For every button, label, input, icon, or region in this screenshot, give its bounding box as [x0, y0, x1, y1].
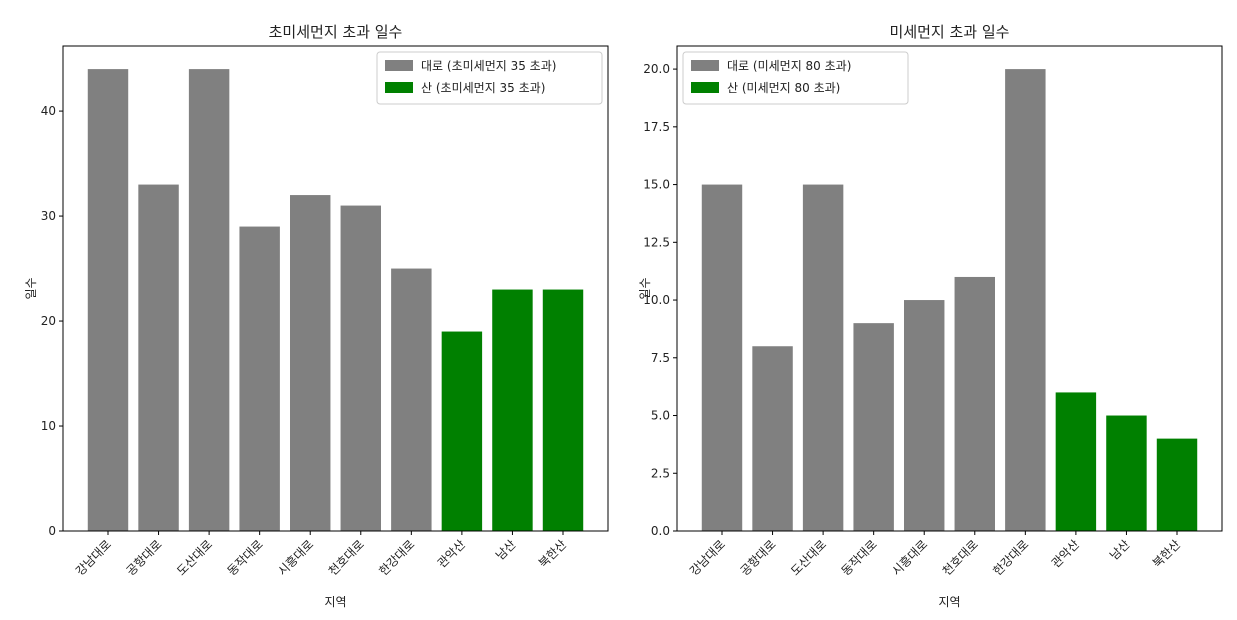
x-tick-label: 공항대로 — [124, 537, 165, 578]
bar — [188, 69, 230, 531]
x-tick-label: 관악산 — [435, 537, 468, 570]
bar — [1005, 69, 1046, 531]
legend-swatch — [691, 60, 719, 71]
bar — [701, 184, 743, 532]
x-tick-label: 공항대로 — [738, 537, 779, 578]
x-tick-label: 천호대로 — [325, 537, 367, 579]
y-tick-label: 5.0 — [651, 409, 670, 423]
bar — [954, 276, 996, 531]
bar — [87, 69, 129, 531]
y-tick-label: 30 — [41, 209, 56, 223]
bar — [1106, 415, 1147, 531]
bar — [239, 226, 280, 531]
x-tick-label: 남산 — [1107, 537, 1133, 563]
y-tick-label: 10 — [41, 419, 56, 433]
x-tick-label: 남산 — [493, 537, 519, 563]
x-tick-label: 북한산 — [536, 537, 569, 570]
x-axis-label: 지역 — [938, 595, 960, 609]
x-tick-label: 도산대로 — [174, 537, 215, 578]
bar — [492, 289, 533, 531]
y-tick-label: 0.0 — [651, 524, 670, 538]
x-tick-label: 한강대로 — [990, 537, 1031, 578]
bar — [853, 323, 894, 531]
axes-frame — [62, 45, 609, 532]
x-tick-label: 강남대로 — [73, 537, 114, 578]
y-tick-label: 40 — [41, 104, 56, 118]
legend-frame — [376, 51, 603, 105]
legend-label: 산 (미세먼지 80 초과) — [727, 81, 840, 95]
y-tick-label: 12.5 — [643, 235, 670, 249]
y-axis-label: 일수 — [24, 277, 38, 299]
x-tick-label: 강남대로 — [687, 537, 728, 578]
axes-frame — [676, 45, 1223, 532]
x-tick-label: 북한산 — [1150, 537, 1183, 570]
y-tick-label: 17.5 — [643, 120, 670, 134]
y-tick-label: 15.0 — [643, 178, 670, 192]
x-tick-label: 시흥대로 — [275, 537, 316, 578]
y-tick-label: 20.0 — [643, 62, 670, 76]
bar — [441, 331, 483, 531]
legend-label: 산 (초미세먼지 35 초과) — [421, 81, 545, 95]
bar — [138, 184, 179, 532]
bar — [1156, 438, 1198, 531]
chart-title: 미세먼지 초과 일수 — [890, 23, 1010, 41]
bar — [289, 195, 331, 531]
legend-label: 대로 (미세먼지 80 초과) — [727, 59, 851, 73]
y-tick-label: 7.5 — [651, 351, 670, 365]
bar — [802, 184, 844, 532]
legend-swatch — [385, 82, 413, 93]
y-tick-label: 0 — [48, 524, 56, 538]
legend-frame — [682, 51, 909, 105]
x-tick-label: 도산대로 — [788, 537, 829, 578]
x-tick-label: 관악산 — [1049, 537, 1082, 570]
x-tick-label: 한강대로 — [376, 537, 417, 578]
bar — [752, 346, 793, 531]
bar — [391, 268, 432, 531]
bar — [1055, 392, 1097, 531]
y-tick-label: 10.0 — [643, 293, 670, 307]
legend-label: 대로 (초미세먼지 35 초과) — [421, 59, 556, 73]
x-axis-label: 지역 — [324, 595, 346, 609]
y-tick-label: 2.5 — [651, 466, 670, 480]
chart-title: 초미세먼지 초과 일수 — [269, 23, 403, 41]
x-tick-label: 동작대로 — [839, 537, 880, 578]
legend-swatch — [691, 82, 719, 93]
y-axis-label: 일수 — [638, 277, 652, 299]
legend-swatch — [385, 60, 413, 71]
y-tick-label: 20 — [41, 314, 56, 328]
bar — [542, 289, 584, 531]
x-tick-label: 천호대로 — [939, 537, 981, 579]
x-tick-label: 시흥대로 — [889, 537, 930, 578]
bar — [903, 300, 945, 531]
bar — [340, 205, 382, 532]
x-tick-label: 동작대로 — [225, 537, 266, 578]
